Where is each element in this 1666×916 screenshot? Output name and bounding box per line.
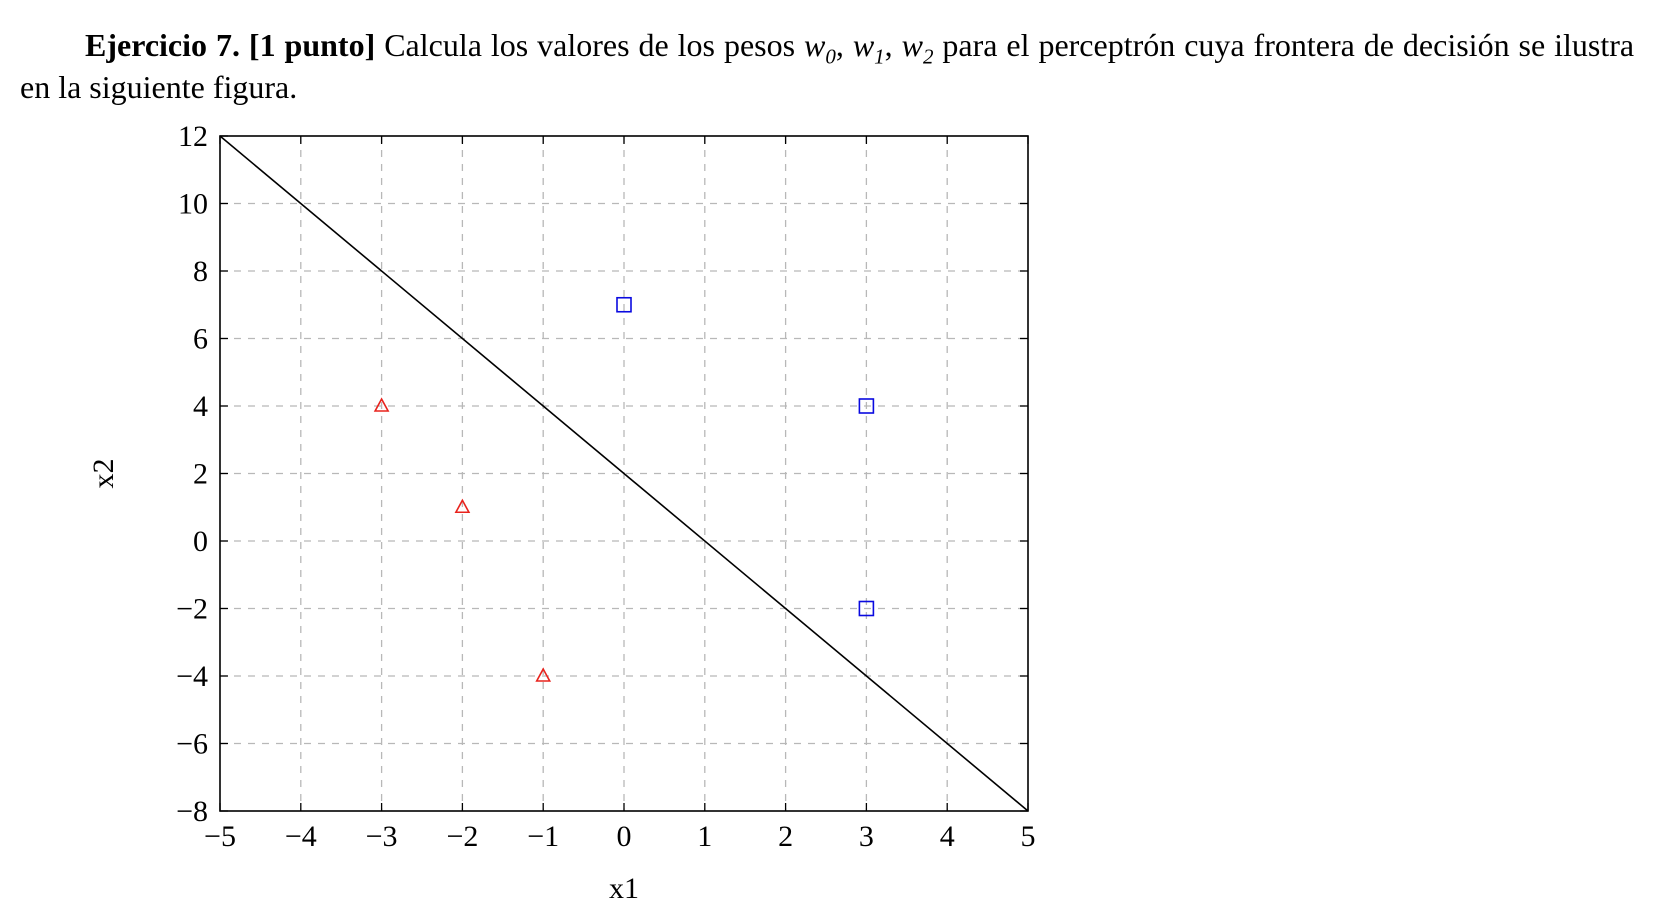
y-tick-label: 10	[178, 188, 208, 221]
exercise-statement: Ejercicio 7. [1 punto] Calcula los valor…	[20, 24, 1634, 108]
x-tick-label: 1	[697, 820, 712, 853]
exercise-text-line2: de decisión se ilustra en la siguiente f…	[20, 27, 1635, 105]
y-tick-label: 4	[193, 390, 208, 423]
exercise-text-start: Calcula los valores de los pesos	[384, 27, 796, 63]
weight-list: w0, w1, w2	[804, 27, 934, 69]
x-tick-label: −3	[366, 820, 398, 853]
x-tick-label: −5	[204, 820, 236, 853]
x-tick-label: 2	[778, 820, 793, 853]
x-tick-label: 4	[940, 820, 955, 853]
x-tick-label: 5	[1021, 820, 1036, 853]
x-tick-label: −1	[527, 820, 559, 853]
y-tick-label: 12	[178, 120, 208, 153]
y-tick-label: 2	[193, 458, 208, 491]
x-tick-label: 0	[617, 820, 632, 853]
y-tick-label: 6	[193, 323, 208, 356]
square-point	[858, 398, 875, 414]
grid-lines	[220, 136, 1028, 811]
x-tick-label: −2	[446, 820, 478, 853]
y-tick-label: −4	[176, 660, 208, 693]
weight-w1: w1	[852, 27, 885, 69]
triangle-point	[454, 498, 471, 514]
square-point	[858, 600, 875, 617]
triangle-point	[535, 667, 552, 682]
exercise-text-line1-end: para el perceptrón cuya frontera	[942, 27, 1355, 63]
x-tick-label: 3	[859, 820, 874, 853]
weight-w2: w2	[901, 27, 934, 69]
data-points	[373, 296, 875, 682]
x-tick-label: −4	[285, 820, 317, 853]
y-tick-label: 0	[193, 525, 208, 558]
x-axis-label: x1	[609, 872, 639, 905]
weight-w0: w0	[804, 27, 836, 69]
y-tick-label: 8	[193, 255, 208, 288]
y-tick-label: −6	[176, 728, 208, 761]
decision-boundary-line	[219, 135, 1029, 812]
y-tick-label: −2	[176, 593, 208, 626]
square-point	[616, 296, 632, 313]
triangle-point	[373, 397, 390, 412]
y-axis-label: x2	[87, 459, 120, 489]
y-tick-label: −8	[176, 795, 208, 828]
points-label: [1 punto]	[248, 27, 376, 63]
exercise-label: Ejercicio 7.	[85, 27, 240, 63]
